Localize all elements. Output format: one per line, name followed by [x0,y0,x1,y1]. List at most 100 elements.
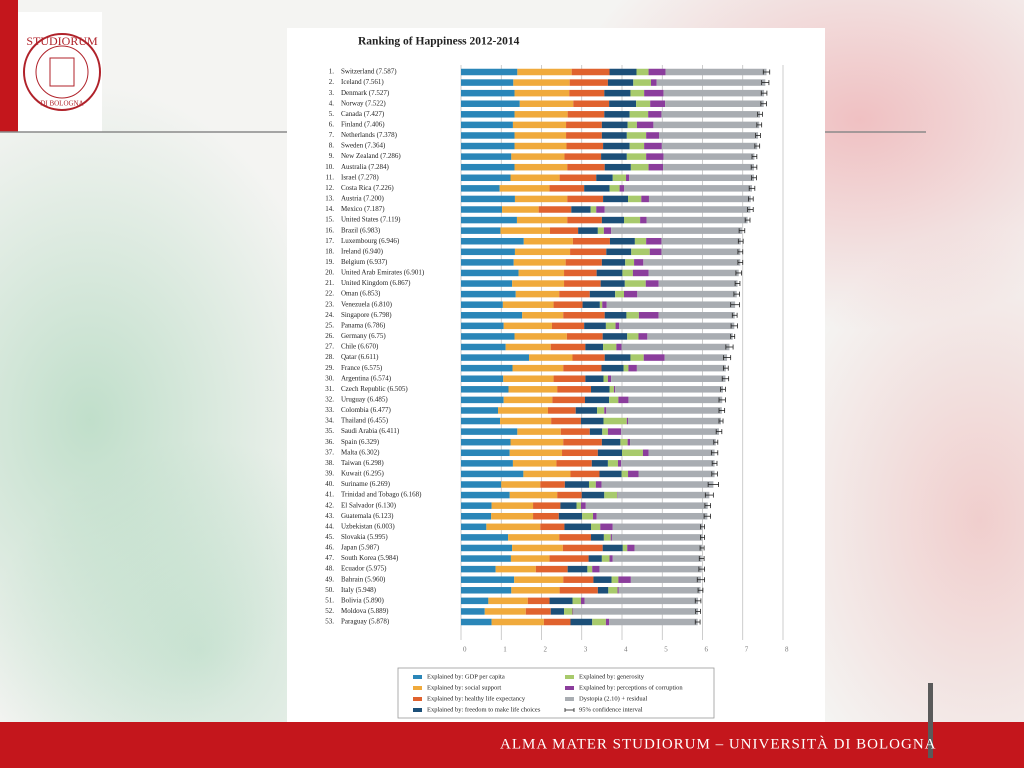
bar-segment [519,100,574,107]
bar-segment [560,502,577,509]
bar-segment [638,333,648,340]
bar-segment [553,301,583,308]
bar-segment [508,534,560,541]
bar-segment [461,237,524,245]
bar-segment [512,280,565,287]
bar-segment [514,89,570,97]
bar-segment [491,502,534,509]
bar-segment [461,565,496,573]
category-label: Panama (6.786) [341,321,386,329]
bar-segment [461,206,503,213]
category-label: France (6.575) [341,364,383,372]
bar-segment [461,375,504,382]
bar-segment [616,343,622,351]
bar-segment [663,153,755,160]
bar-segment [618,396,629,404]
bar-segment [596,269,623,277]
category-label: New Zealand (7.286) [341,152,401,160]
bar-segment [572,608,574,615]
bar-segment [559,174,597,182]
category-label: Norway (7.522) [341,99,386,107]
rank-label: 18. [325,247,334,255]
bar-segment [603,343,617,351]
legend-label: Explained by: perceptions of corruption [579,684,683,691]
error-bar [695,608,701,614]
rank-label: 39. [325,470,334,478]
bar-segment [572,354,605,361]
legend-swatch [413,686,422,690]
bar-segment [658,280,738,287]
bar-segment [644,142,662,150]
bar-segment [613,386,616,393]
bar-segment [582,301,600,308]
bar-segment [461,597,489,605]
bar-segment [609,100,637,107]
bar-segment [572,597,581,605]
legend-swatch [413,675,422,679]
error-bar [730,302,740,308]
rank-label: 41. [325,491,334,499]
bar-segment [585,502,708,509]
bar-segment [558,512,583,520]
bar-segment [626,132,647,139]
bar-segment [461,163,515,171]
bar-segment [514,163,568,171]
bar-segment [461,555,511,562]
bar-segment [486,523,541,531]
bar-segment [606,248,632,256]
bar-segment [461,280,513,287]
category-label: Canada (7.427) [341,110,385,118]
bar-segment [461,269,519,277]
bar-segment [592,565,600,573]
bar-segment [597,407,605,414]
category-label: Venezuela (6.810) [341,300,393,308]
rank-label: 24. [325,311,334,319]
bar-segment [661,237,741,245]
category-label: Bahrain (5.960) [341,575,386,583]
bar-segment [621,460,715,467]
bar-segment [549,555,589,562]
bar-segment [604,491,618,499]
bar-segment [564,153,602,160]
rank-label: 40. [325,480,334,488]
bar-segment [514,333,567,340]
rank-label: 7. [329,131,335,139]
bar-segment [646,132,660,139]
bar-segment [597,449,622,457]
error-bar [718,407,726,413]
bar-segment [645,280,659,287]
bar-segment [511,153,565,160]
error-bar [720,386,726,392]
bar-segment [571,206,591,213]
error-bar [751,154,758,160]
bar-segment [612,523,703,531]
rank-label: 16. [325,226,334,234]
bar-segment [648,163,664,171]
bar-segment [566,142,604,150]
bar-segment [547,407,576,414]
bar-segment [567,565,588,573]
bar-segment [461,301,503,308]
error-bar [750,164,758,170]
bar-segment [461,142,515,150]
bar-segment [461,608,485,615]
rank-label: 48. [325,565,334,573]
category-label: Argentina (6.574) [341,374,392,382]
category-label: Iceland (7.561) [341,78,384,86]
bar-segment [517,428,561,435]
bar-segment [603,142,630,150]
bar-segment [461,470,524,478]
category-label: South Korea (5.984) [341,554,399,562]
category-label: Sweden (7.364) [341,142,386,150]
chart-title: Ranking of Happiness 2012-2014 [358,36,520,48]
bar-segment [596,174,613,182]
bar-segment [612,555,702,562]
bar-segment [619,322,735,330]
bar-segment [627,438,631,446]
category-label: United Arab Emirates (6.901) [341,269,425,277]
bar-segment [600,280,625,287]
bar-segment [564,481,589,488]
rank-label: 36. [325,438,334,446]
bar-segment [602,428,608,435]
